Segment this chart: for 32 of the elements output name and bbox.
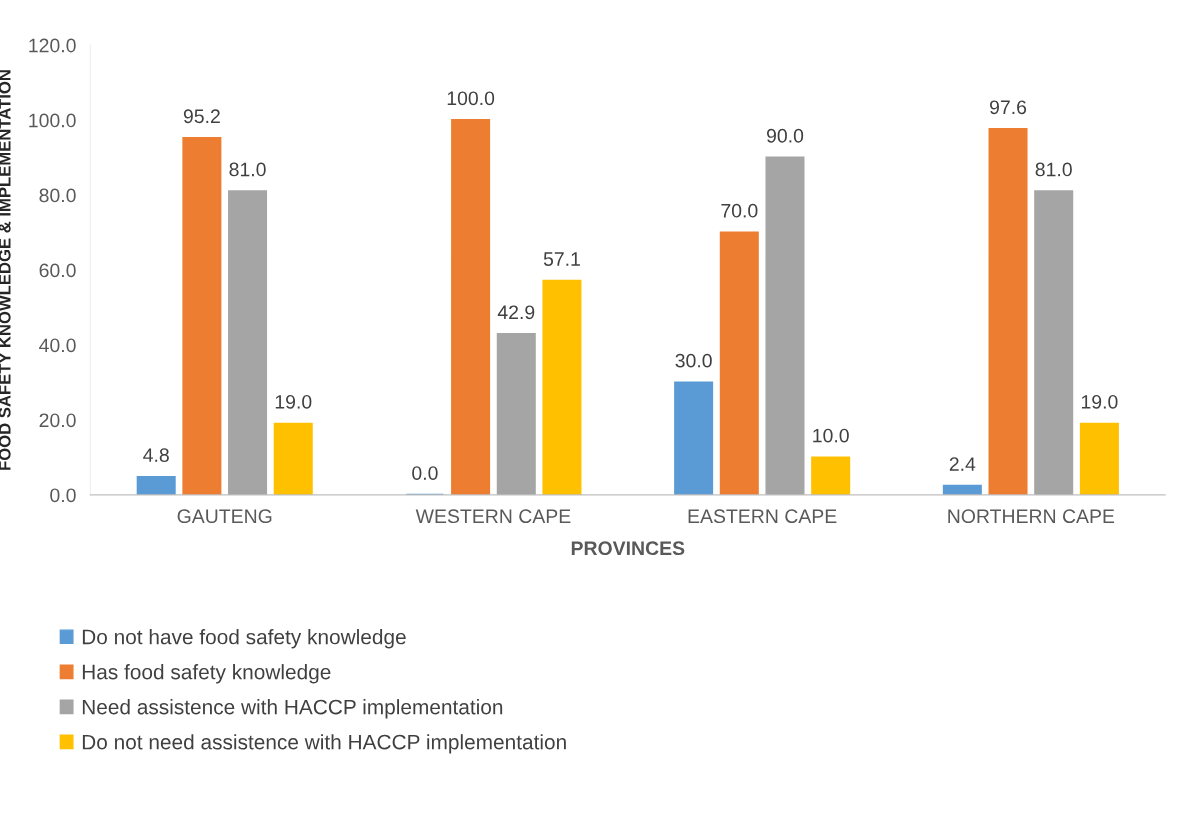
data-label: 95.2 (183, 109, 220, 124)
legend-label: Do not have food safety knowledge (82, 629, 406, 649)
y-tick-label: 100.0 (29, 113, 76, 128)
data-label: 81.0 (229, 162, 266, 177)
data-label: 57.1 (543, 252, 580, 266)
data-label: 97.6 (990, 100, 1027, 115)
data-label: 19.0 (1081, 394, 1118, 409)
data-label: 81.0 (1035, 162, 1072, 177)
legend-label: Need assistence with HACCP implementation (82, 699, 503, 719)
y-tick-label: 120.0 (29, 38, 76, 53)
x-tick-label: WESTERN CAPE (415, 509, 571, 524)
legend-label: Do not need assistence with HACCP implementation (82, 734, 566, 754)
y-tick-label: 60.0 (39, 263, 76, 278)
x-axis-title: PROVINCES (571, 541, 685, 556)
data-label: 19.0 (275, 394, 312, 409)
y-tick-label: 0.0 (50, 488, 76, 503)
x-tick-label: NORTHERN CAPE (948, 509, 1115, 524)
data-label: 2.4 (949, 457, 976, 471)
data-label: 0.0 (412, 466, 438, 480)
legend-label: Has food safety knowledge (82, 664, 331, 684)
data-label: 10.0 (813, 428, 849, 443)
data-label: 70.0 (721, 203, 758, 218)
data-label: 30.0 (675, 353, 712, 368)
data-label: 42.9 (497, 305, 535, 320)
x-tick-label: EASTERN CAPE (688, 509, 837, 524)
y-tick-label: 80.0 (39, 188, 76, 203)
data-label: 90.0 (766, 128, 804, 143)
y-tick-label: 40.0 (39, 338, 76, 353)
x-tick-label: GAUTENG (177, 509, 272, 524)
y-tick-label: 20.0 (39, 413, 76, 428)
data-label: 4.8 (143, 448, 169, 462)
data-label: 100.0 (447, 91, 495, 106)
